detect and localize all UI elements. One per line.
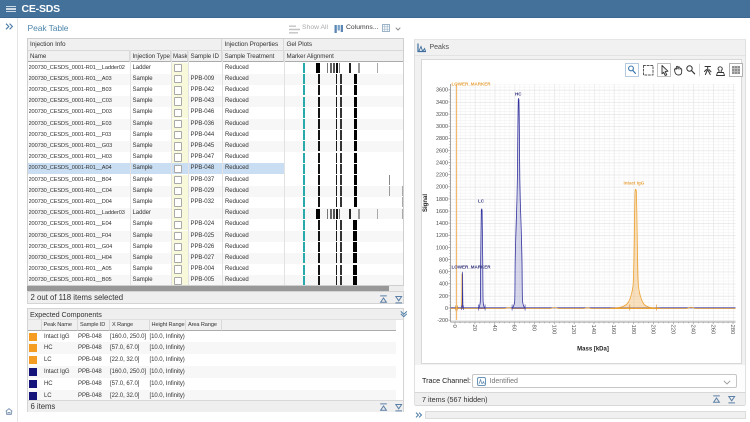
svg-text:20: 20 <box>471 325 477 332</box>
svg-text:0: 0 <box>451 325 457 329</box>
svg-text:160: 160 <box>610 325 616 336</box>
svg-text:LOWER_MARKER: LOWER_MARKER <box>452 82 492 87</box>
svg-text:1000: 1000 <box>436 245 448 251</box>
svg-text:3400: 3400 <box>436 100 448 106</box>
svg-text:240: 240 <box>689 325 695 336</box>
svg-text:2600: 2600 <box>436 148 448 154</box>
svg-text:3600: 3600 <box>436 88 448 94</box>
svg-text:Signal: Signal <box>423 194 429 212</box>
svg-text:260: 260 <box>709 325 715 336</box>
svg-text:3200: 3200 <box>436 112 448 118</box>
svg-text:600: 600 <box>439 270 448 276</box>
svg-text:1400: 1400 <box>436 221 448 227</box>
svg-text:180: 180 <box>630 325 636 336</box>
svg-text:LOWER_MARKER: LOWER_MARKER <box>452 265 492 270</box>
svg-text:120: 120 <box>570 325 576 336</box>
svg-text:220: 220 <box>670 325 676 336</box>
svg-text:1600: 1600 <box>436 209 448 215</box>
svg-text:1200: 1200 <box>436 233 448 239</box>
svg-text:40: 40 <box>491 325 497 332</box>
svg-text:200: 200 <box>650 325 656 336</box>
svg-text:1800: 1800 <box>436 197 448 203</box>
svg-text:280: 280 <box>729 325 735 336</box>
svg-text:200: 200 <box>439 294 448 300</box>
svg-text:-200: -200 <box>437 318 448 324</box>
svg-text:400: 400 <box>439 282 448 288</box>
svg-text:100: 100 <box>550 325 556 336</box>
svg-text:2800: 2800 <box>436 136 448 142</box>
svg-text:2200: 2200 <box>436 173 448 179</box>
svg-text:0: 0 <box>445 306 448 312</box>
svg-text:60: 60 <box>511 325 517 332</box>
svg-text:2000: 2000 <box>436 185 448 191</box>
svg-text:Intact IgG: Intact IgG <box>624 181 645 186</box>
svg-text:140: 140 <box>590 325 596 336</box>
svg-text:HC: HC <box>515 92 522 97</box>
svg-text:Mass [kDa]: Mass [kDa] <box>577 347 609 353</box>
svg-text:2400: 2400 <box>436 161 448 167</box>
svg-text:80: 80 <box>531 325 537 332</box>
svg-text:3000: 3000 <box>436 124 448 130</box>
svg-text:LC: LC <box>478 199 485 204</box>
svg-text:800: 800 <box>439 257 448 263</box>
